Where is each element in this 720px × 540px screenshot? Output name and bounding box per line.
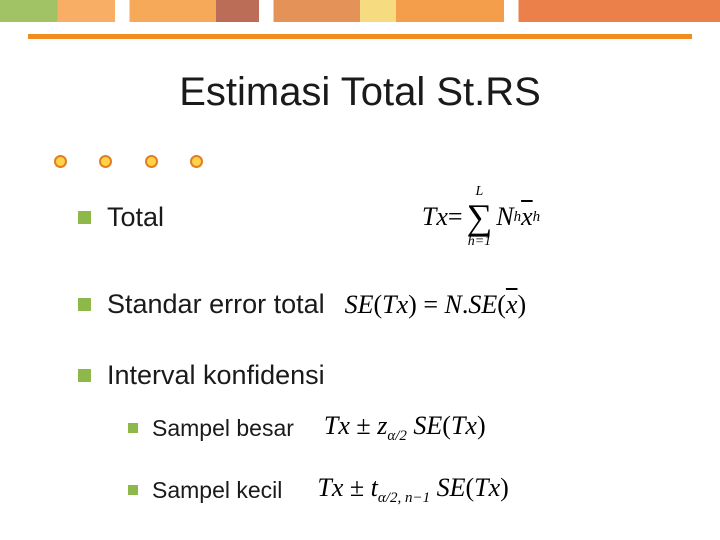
formula-ci-t: Tx ± tα/2, n−1 SE(Tx) [317,473,678,507]
dot-icon [54,155,67,168]
fn-SE: SE [345,290,374,319]
arg-Tx: Tx [451,411,477,440]
content-area: Total Tx = L ∑ h=1 Nh xh Standar error [78,185,678,535]
var-Tx: Tx [317,473,343,502]
fn-SE: SE [413,411,442,440]
bullet-icon [78,369,91,382]
formula-se: SE(Tx) = N.SE(x) [345,290,678,320]
decorative-top-strip [0,0,720,22]
list-item-ci: Interval konfidensi [78,360,678,391]
bullet-icon [78,298,91,311]
equals-sign: = [423,290,444,319]
page-title: Estimasi Total St.RS [0,70,720,115]
fn-SE: SE [468,290,497,319]
formula-total: Tx = L ∑ h=1 Nh xh [284,185,678,249]
arg-Tx: Tx [474,473,500,502]
sum-lower: h=1 [468,235,491,249]
sub-h: h [533,209,541,226]
item-label: Total [107,202,164,233]
dot-icon [145,155,158,168]
var-N: N [445,290,462,319]
rparen: ) [500,473,509,502]
sub-item-kecil: Sampel kecil Tx ± tα/2, n−1 SE(Tx) [128,473,678,507]
rparen: ) [517,290,526,319]
item-label: Interval konfidensi [107,360,325,391]
sub-item-besar: Sampel besar Tx ± zα/2 SE(Tx) [128,411,678,445]
item-label: Standar error total [107,289,325,320]
rparen: ) [408,290,417,319]
dot-icon [99,155,112,168]
sub-alpha-n: α/2, n−1 [378,490,430,506]
var-Tx: Tx [324,411,350,440]
sub-label: Sampel kecil [152,477,282,504]
var-t: t [371,473,378,502]
plus-minus: ± [356,411,377,440]
lparen: ( [374,290,383,319]
var-xbar: x [506,290,518,319]
list-item-se: Standar error total SE(Tx) = N.SE(x) [78,289,678,320]
bullet-icon [128,423,138,433]
lparen: ( [442,411,451,440]
sub-label: Sampel besar [152,415,294,442]
var-N: N [496,202,513,232]
arg-Tx: Tx [382,290,408,319]
fn-SE: SE [437,473,466,502]
summation-icon: L ∑ h=1 [467,185,493,249]
formula-ci-z: Tx ± zα/2 SE(Tx) [324,411,678,445]
lparen: ( [497,290,506,319]
dot-icon [190,155,203,168]
horizontal-rule [28,34,692,39]
sub-h: h [514,209,522,226]
bullet-icon [128,485,138,495]
sub-alpha: α/2 [387,428,407,444]
formula-lhs: Tx [422,202,448,232]
decorative-dots [54,155,231,173]
slide: Estimasi Total St.RS Total Tx = L ∑ h=1 [0,0,720,540]
var-xbar: x [521,202,533,232]
var-z: z [377,411,387,440]
plus-minus: ± [350,473,371,502]
bullet-icon [78,211,91,224]
lparen: ( [465,473,474,502]
list-item-total: Total Tx = L ∑ h=1 Nh xh [78,185,678,249]
equals-sign: = [448,202,463,232]
rparen: ) [477,411,486,440]
